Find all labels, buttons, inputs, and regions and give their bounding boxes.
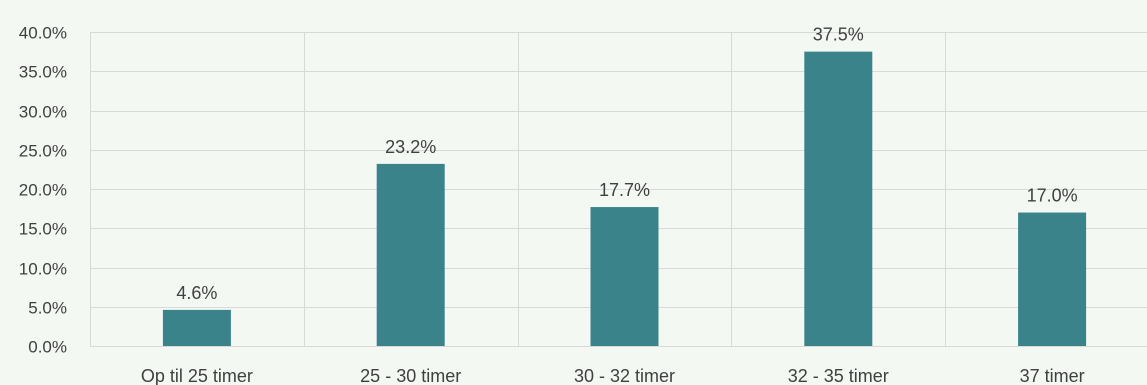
x-category-label: 25 - 30 timer xyxy=(360,366,461,385)
x-axis-category-labels: Op til 25 timer 25 - 30 timer 30 - 32 time… xyxy=(141,366,1085,385)
bars xyxy=(162,51,1087,346)
bar xyxy=(804,51,873,346)
data-label: 37.5% xyxy=(813,25,864,45)
y-tick-label: 20.0% xyxy=(19,181,67,200)
data-label: 17.0% xyxy=(1027,186,1078,206)
x-category-label: 32 - 35 timer xyxy=(788,366,889,385)
bar xyxy=(590,207,659,346)
bar xyxy=(376,163,445,346)
x-category-label: 30 - 32 timer xyxy=(574,366,675,385)
y-tick-label: 35.0% xyxy=(19,63,67,82)
y-axis-tick-labels: 0.0% 5.0% 10.0% 15.0% 20.0% 25.0% 30.0% 35.0% 40… xyxy=(19,24,67,357)
bar xyxy=(1018,212,1087,346)
y-tick-label: 25.0% xyxy=(19,142,67,161)
y-tick-label: 30.0% xyxy=(19,103,67,122)
x-category-label: 37 timer xyxy=(1020,366,1085,385)
data-label: 23.2% xyxy=(385,137,436,157)
y-tick-label: 0.0% xyxy=(28,338,67,357)
grid-lines xyxy=(90,32,1147,347)
data-labels: 4.6% 23.2% 17.7% 37.5% 17.0% xyxy=(176,25,1077,303)
y-tick-label: 40.0% xyxy=(19,24,67,43)
data-label: 17.7% xyxy=(599,180,650,200)
y-tick-label: 15.0% xyxy=(19,220,67,239)
y-tick-label: 10.0% xyxy=(19,260,67,279)
data-label: 4.6% xyxy=(176,283,217,303)
bar xyxy=(162,309,231,346)
x-category-label: Op til 25 timer xyxy=(141,366,253,385)
y-tick-label: 5.0% xyxy=(28,299,67,318)
